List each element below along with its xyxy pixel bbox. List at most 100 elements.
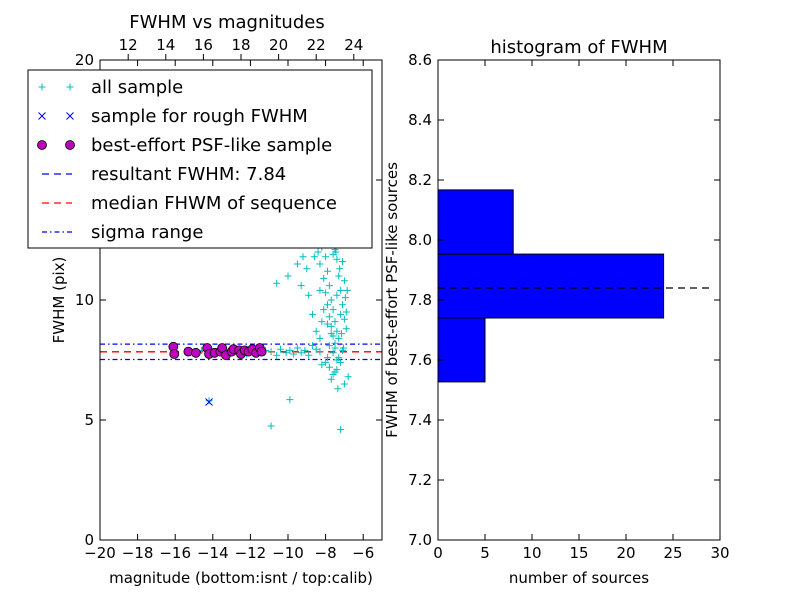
x-tick-label: 5 <box>480 544 490 562</box>
scatter-y-axis-label: FWHM (pix) <box>50 257 68 344</box>
all-sample-point <box>342 308 350 316</box>
histogram-bar <box>437 253 665 319</box>
all-sample-point <box>267 348 275 356</box>
x-tick-label: 30 <box>710 544 729 562</box>
all-sample-point <box>333 366 341 374</box>
x-tick-label: −8 <box>315 544 337 562</box>
all-sample-point <box>273 351 281 359</box>
x-tick-label: −10 <box>272 544 304 562</box>
x-tick-label: 25 <box>663 544 682 562</box>
all-sample-point <box>323 301 331 309</box>
legend-symbol <box>38 112 74 120</box>
psf-like-sample-point <box>190 347 201 358</box>
psf-like-sample-point <box>256 346 267 357</box>
scatter-plot-area <box>100 234 382 434</box>
legend-label: sigma range <box>91 222 203 243</box>
all-sample-point <box>323 354 331 362</box>
y-tick-label: 7.8 <box>408 291 432 309</box>
all-sample-point <box>333 255 341 263</box>
all-sample-point <box>308 342 316 350</box>
all-sample-point <box>316 334 324 342</box>
histogram-title: histogram of FWHM <box>490 37 667 58</box>
all-sample-point <box>339 301 347 309</box>
y-tick-label: 7.0 <box>408 531 432 549</box>
all-sample-point <box>340 380 348 388</box>
all-sample-point <box>305 351 313 359</box>
x-tick-label: 15 <box>569 544 588 562</box>
histogram-bar <box>437 317 486 383</box>
legend-item: sample for rough FWHM <box>38 106 308 127</box>
all-sample-point <box>305 291 313 299</box>
y-tick-label: 8.0 <box>408 231 432 249</box>
all-sample-point <box>344 373 352 381</box>
y-tick-label: 20 <box>75 51 94 69</box>
histogram-y-axis-label: FWHM of best-effort PSF-like sources <box>383 162 401 438</box>
legend-item: all sample <box>38 77 183 98</box>
legend-label: sample for rough FWHM <box>91 106 308 127</box>
all-sample-point <box>340 277 348 285</box>
histogram-plot-area <box>437 189 711 383</box>
all-sample-point <box>318 318 326 326</box>
legend-symbol <box>37 140 75 150</box>
histogram-panel: 0 5 10 15 20 25 307.07.27.47.67.88.08.28.48.6 … <box>383 37 730 587</box>
all-sample-point <box>322 253 330 261</box>
x-tick-label: −16 <box>159 544 191 562</box>
all-sample-point <box>323 267 331 275</box>
y-tick-label: 7.2 <box>408 471 432 489</box>
all-sample-point <box>333 291 341 299</box>
legend-label: median FHWM of sequence <box>91 193 337 214</box>
all-sample-point <box>329 370 337 378</box>
scatter-legend: all sample sample for rough FWHM best-effo… <box>27 69 373 249</box>
top-x-tick-label: 18 <box>231 36 250 54</box>
y-tick-label: 5 <box>84 411 94 429</box>
all-sample-point <box>320 274 328 282</box>
rough-fwhm-point <box>205 398 213 406</box>
all-sample-point <box>333 356 341 364</box>
all-sample-point <box>284 272 292 280</box>
all-sample-point <box>286 346 294 354</box>
legend-symbol <box>38 83 74 91</box>
x-tick-label: 0 <box>433 544 443 562</box>
legend-label: best-effort PSF-like sample <box>91 135 332 156</box>
all-sample-point <box>336 265 344 273</box>
x-tick-label: 20 <box>616 544 635 562</box>
y-tick-label: 8.6 <box>408 51 432 69</box>
all-sample-point <box>314 248 322 256</box>
all-sample-point <box>323 320 331 328</box>
all-sample-point <box>339 344 347 352</box>
all-sample-point <box>282 349 290 357</box>
all-sample-point <box>293 344 301 352</box>
all-sample-point <box>329 306 337 314</box>
all-sample-point <box>303 265 311 273</box>
top-x-tick-label: 12 <box>119 36 138 54</box>
all-sample-point <box>338 330 346 338</box>
histogram-bar <box>437 189 514 255</box>
all-sample-point <box>312 345 320 353</box>
all-sample-point <box>329 349 337 357</box>
all-sample-point <box>308 310 316 318</box>
all-sample-point <box>337 286 345 294</box>
all-sample-point <box>322 289 330 297</box>
all-sample-point <box>331 318 339 326</box>
y-tick-label: 7.6 <box>408 351 432 369</box>
all-sample-point <box>331 344 339 352</box>
all-sample-point <box>332 248 340 256</box>
legend-item: resultant FWHM: 7.84 <box>42 164 286 185</box>
top-x-tick-label: 20 <box>269 36 288 54</box>
all-sample-point <box>337 358 345 366</box>
top-x-tick-label: 16 <box>194 36 213 54</box>
legend-item: best-effort PSF-like sample <box>37 135 332 156</box>
all-sample-point <box>341 294 349 302</box>
all-sample-point <box>327 375 335 383</box>
all-sample-point <box>312 327 320 335</box>
histogram-x-axis-label: number of sources <box>509 569 649 587</box>
scatter-ticks: −20−18−16−14−12−10−8−6051015201214161820… <box>75 36 382 562</box>
histogram-ticks: 0 5 10 15 20 25 30 7.0 7.2 7.4 7.6 7.8 8.0 8.2 8.4 8.6 <box>408 51 729 562</box>
top-x-tick-label: 22 <box>307 36 326 54</box>
x-tick-label: −6 <box>352 544 374 562</box>
all-sample-point <box>325 282 333 290</box>
legend-item: sigma range <box>42 222 203 243</box>
all-sample-point <box>327 296 335 304</box>
all-sample-point <box>293 260 301 268</box>
